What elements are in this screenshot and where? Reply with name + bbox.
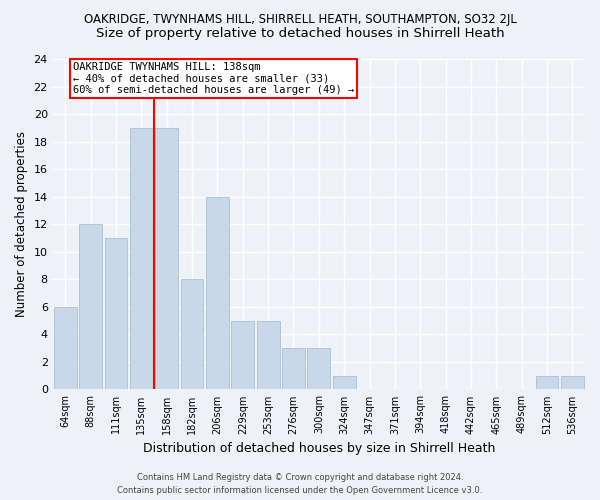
Text: Size of property relative to detached houses in Shirrell Heath: Size of property relative to detached ho… bbox=[95, 28, 505, 40]
Text: OAKRIDGE, TWYNHAMS HILL, SHIRRELL HEATH, SOUTHAMPTON, SO32 2JL: OAKRIDGE, TWYNHAMS HILL, SHIRRELL HEATH,… bbox=[83, 12, 517, 26]
Bar bbox=[232, 320, 254, 390]
Bar bbox=[333, 376, 356, 390]
Y-axis label: Number of detached properties: Number of detached properties bbox=[15, 131, 28, 317]
Text: OAKRIDGE TWYNHAMS HILL: 138sqm
← 40% of detached houses are smaller (33)
60% of : OAKRIDGE TWYNHAMS HILL: 138sqm ← 40% of … bbox=[73, 62, 354, 95]
X-axis label: Distribution of detached houses by size in Shirrell Heath: Distribution of detached houses by size … bbox=[143, 442, 495, 455]
Bar bbox=[206, 196, 229, 390]
Bar bbox=[130, 128, 153, 390]
Bar bbox=[181, 280, 203, 390]
Bar bbox=[155, 128, 178, 390]
Bar bbox=[79, 224, 102, 390]
Bar bbox=[307, 348, 330, 390]
Text: Contains HM Land Registry data © Crown copyright and database right 2024.
Contai: Contains HM Land Registry data © Crown c… bbox=[118, 474, 482, 495]
Bar bbox=[54, 307, 77, 390]
Bar bbox=[257, 320, 280, 390]
Bar bbox=[536, 376, 559, 390]
Bar bbox=[282, 348, 305, 390]
Bar bbox=[561, 376, 584, 390]
Bar bbox=[104, 238, 127, 390]
